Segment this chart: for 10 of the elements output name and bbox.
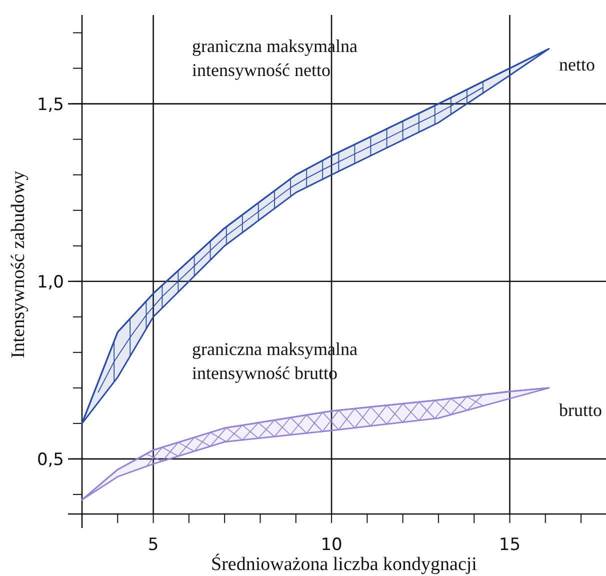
x-tick-label: 5 — [148, 535, 159, 555]
series-label: brutto — [558, 400, 602, 420]
y-axis-title: Intensywność zabudowy — [8, 170, 29, 358]
x-axis-title: Średnioważona liczba kondygnacji — [211, 553, 477, 575]
x-tick-label: 15 — [498, 535, 521, 555]
y-tick-label: 1,5 — [36, 94, 64, 115]
series-label: netto — [558, 54, 595, 75]
y-tick-label: 1,0 — [36, 272, 64, 292]
y-tick-label: 0,5 — [36, 450, 64, 470]
x-tick-label: 10 — [320, 535, 342, 555]
